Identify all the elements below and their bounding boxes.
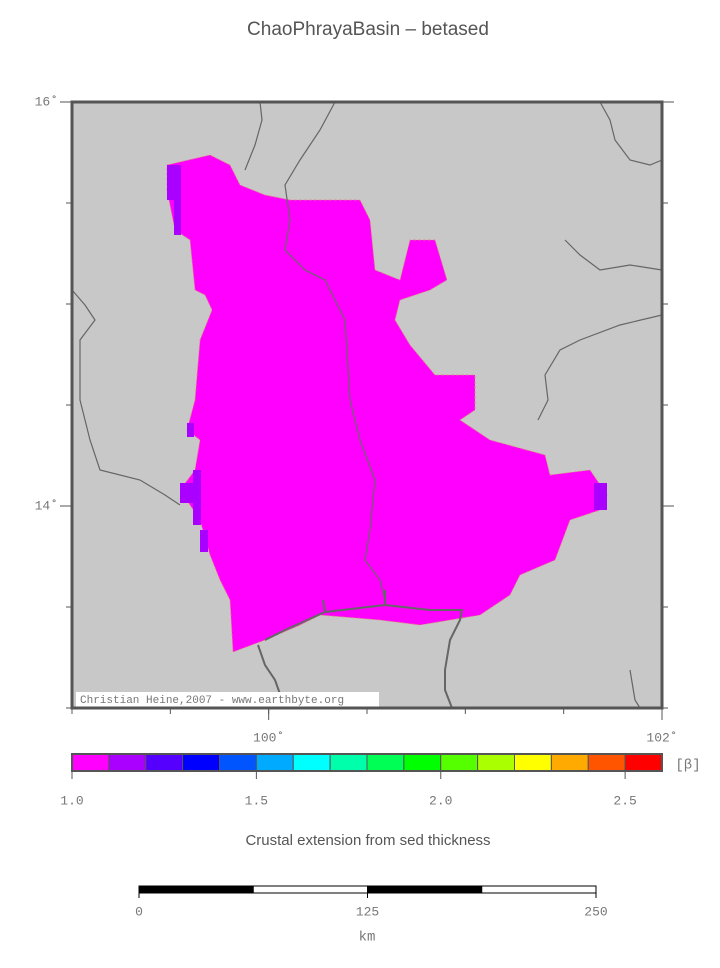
credit: Christian Heine,2007 - www.earthbyte.org (80, 695, 344, 707)
lat-label: 14˚ (35, 498, 58, 513)
colorbar-swatch (292, 753, 331, 772)
rivers (71, 101, 663, 709)
lon-label: 102˚ (646, 730, 677, 745)
scale-segment (481, 885, 597, 894)
colorbar-tick-label: 2.0 (429, 793, 452, 808)
colorbar-swatch (587, 753, 626, 772)
colorbar-swatch (477, 753, 515, 772)
title: ChaoPhrayaBasin – betased (247, 19, 489, 40)
colorbar-swatch (403, 753, 442, 772)
colorbar-swatch (550, 753, 589, 772)
colorbar-swatch (182, 753, 220, 772)
colorbar-swatch (624, 753, 663, 772)
credit-box (76, 692, 379, 707)
colorbar-tick-label: 2.5 (613, 793, 636, 808)
colorbar-swatch (440, 753, 479, 772)
colorbar-unit: [β] (675, 758, 700, 774)
scale-segment (367, 885, 483, 894)
colorbar-swatch (255, 753, 294, 772)
colorbar-swatch (514, 753, 552, 772)
colorbar-label: Crustal extension from sed thickness (245, 832, 490, 849)
scale-label: 0 (135, 904, 143, 919)
colorbar-frame (71, 753, 663, 772)
colorbar-swatch (108, 753, 147, 772)
scale-unit: km (359, 930, 376, 946)
colorbar-tick-label: 1.0 (60, 793, 83, 808)
scale-label: 125 (356, 904, 379, 919)
lon-label: 100˚ (253, 730, 284, 745)
colorbar-swatch (219, 753, 257, 772)
colorbar-swatch (71, 753, 110, 772)
colorbar-swatch (145, 753, 184, 772)
colorbar-swatch (366, 753, 405, 772)
scale-segment (138, 885, 254, 894)
scale-segment (252, 885, 368, 894)
basin-high (167, 165, 607, 552)
lat-label: 16˚ (35, 94, 58, 109)
scale-label: 250 (584, 904, 607, 919)
colorbar-swatch (329, 753, 368, 772)
colorbar-tick-label: 1.5 (245, 793, 268, 808)
